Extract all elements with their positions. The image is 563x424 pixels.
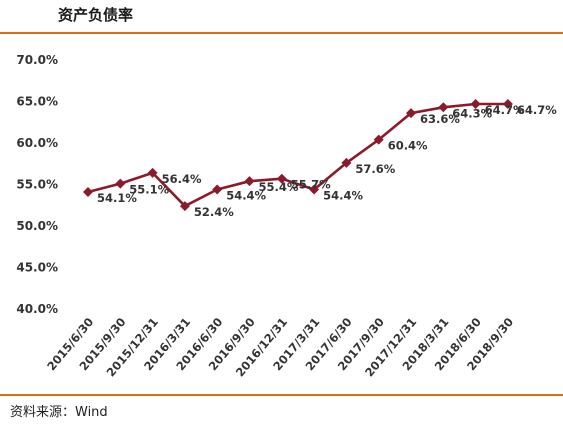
y-tick-label: 70.0% [16, 53, 58, 67]
data-point-marker [470, 98, 481, 109]
data-point-marker [212, 184, 223, 195]
line-chart: 40.0% 45.0% 50.0% 55.0% 60.0% 65.0% 70.0% 2015… [16, 53, 557, 379]
y-tick-label: 55.0% [16, 178, 58, 192]
source-note: 资料来源：Wind [10, 405, 108, 420]
data-point-marker [341, 157, 352, 168]
y-tick-label: 60.0% [16, 136, 58, 150]
data-label: 63.6% [420, 112, 460, 126]
data-point-marker [244, 176, 255, 187]
series [83, 98, 513, 212]
data-label: 64.7% [485, 103, 525, 117]
chart-title: 资产负债率 [58, 6, 134, 24]
data-label: 64.7% [517, 103, 557, 117]
source-divider [0, 394, 563, 396]
y-axis-ticks: 40.0% 45.0% 50.0% 55.0% 60.0% 65.0% 70.0% [16, 53, 58, 316]
series-line [87, 102, 508, 208]
data-point-marker [83, 186, 93, 197]
y-tick-label: 65.0% [16, 95, 58, 109]
data-point-marker [147, 167, 158, 178]
data-label: 56.4% [162, 172, 202, 186]
y-tick-label: 50.0% [16, 219, 58, 233]
data-labels: 54.1%55.1%56.4%52.4%54.4%55.4%55.7%54.4%… [97, 103, 557, 219]
data-label: 55.4% [259, 180, 299, 194]
data-point-marker [438, 102, 449, 113]
data-point-marker [179, 201, 190, 212]
y-tick-label: 40.0% [16, 302, 58, 316]
data-point-marker [406, 108, 416, 119]
data-point-marker [502, 98, 513, 109]
data-label: 57.6% [355, 162, 395, 176]
data-label: 52.4% [194, 205, 234, 219]
data-label: 54.1% [97, 191, 137, 205]
data-label: 60.4% [388, 139, 428, 153]
data-point-marker [373, 134, 384, 145]
data-label: 55.1% [129, 183, 169, 197]
data-label: 54.4% [226, 188, 266, 202]
x-axis-ticks: 2015/6/302015/9/302015/12/312016/3/31201… [44, 315, 516, 379]
data-label: 64.3% [452, 106, 492, 120]
data-label: 54.4% [323, 188, 363, 202]
title-divider [0, 32, 563, 34]
data-point-marker [276, 173, 287, 184]
y-tick-label: 45.0% [16, 261, 58, 275]
data-point-marker [115, 178, 126, 189]
data-label: 55.7% [291, 178, 331, 192]
data-point-marker [309, 184, 320, 195]
